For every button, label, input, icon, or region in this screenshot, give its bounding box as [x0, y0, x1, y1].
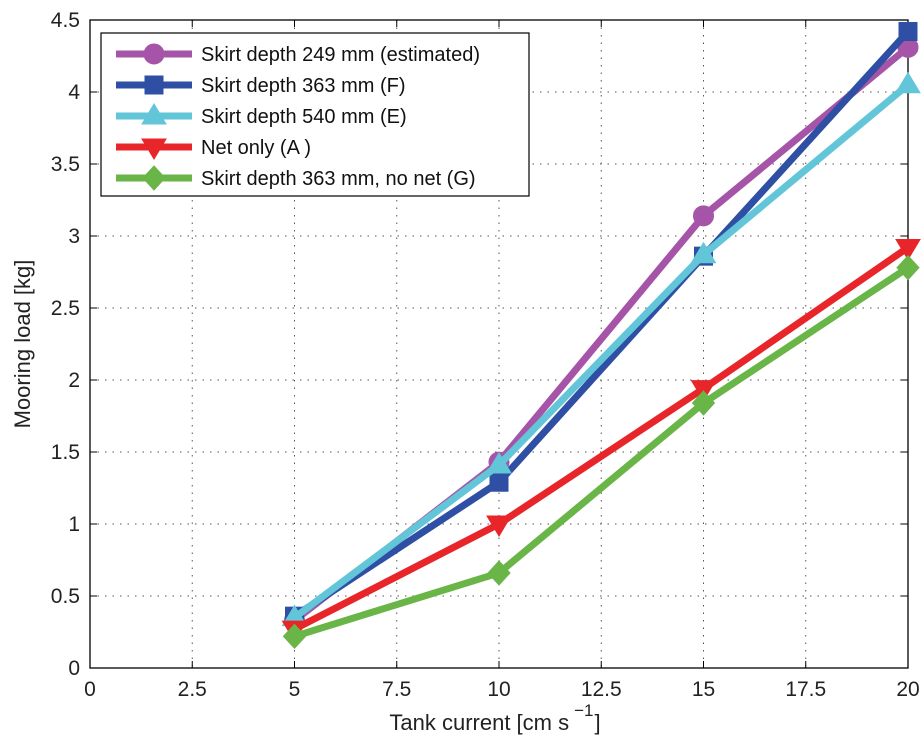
legend-label: Skirt depth 540 mm (E): [201, 106, 407, 128]
legend-entry: Skirt depth 249 mm (estimated): [116, 43, 480, 66]
x-axis-label-close: ]: [594, 710, 600, 735]
data-point: [895, 239, 921, 261]
legend-entry: Skirt depth 363 mm, no net (G): [116, 165, 476, 191]
y-tick-label: 0.5: [51, 585, 80, 608]
series-5: [282, 254, 920, 650]
series-line: [292, 29, 911, 620]
legend-marker: [143, 43, 165, 65]
x-axis-ticks: 0 2.5 5 7.5 10 12.5 15 17.5 20: [84, 20, 920, 701]
legend-entry: Net only (A ): [116, 137, 311, 160]
data-point: [487, 560, 511, 586]
x-tick-label: 2.5: [178, 678, 207, 701]
data-point: [486, 451, 512, 474]
legend-entry: Skirt depth 540 mm (E): [116, 103, 407, 128]
legend-marker: [141, 103, 167, 125]
x-tick-label: 10: [487, 678, 510, 701]
grid-lines: [90, 20, 908, 668]
y-axis-label: Mooring load [kg]: [10, 260, 35, 429]
y-axis-ticks: 0 0.5 1 1.5 2 2.5 3 3.5 4 4.5: [51, 9, 908, 680]
legend: Skirt depth 249 mm (estimated) Skirt dept…: [100, 32, 530, 197]
series-layer: [281, 22, 921, 650]
legend-label: Skirt depth 363 mm (F): [201, 75, 406, 97]
x-axis-label-exponent: −1: [574, 701, 593, 720]
y-tick-label: 3: [68, 225, 80, 248]
series-line: [292, 82, 911, 621]
legend-marker: [144, 75, 164, 95]
y-tick-label: 2: [68, 369, 80, 392]
data-point: [486, 515, 512, 537]
series-line: [293, 264, 910, 640]
x-tick-label: 15: [692, 678, 715, 701]
legend-label: Net only (A ): [201, 137, 311, 159]
y-tick-label: 3.5: [51, 153, 80, 176]
data-point: [895, 71, 921, 94]
legend-label: Skirt depth 249 mm (estimated): [201, 44, 480, 66]
x-tick-label: 5: [289, 678, 301, 701]
series-line: [292, 244, 910, 633]
y-tick-label: 2.5: [51, 297, 80, 320]
y-tick-label: 4.5: [51, 9, 80, 32]
x-axis-label-main: Tank current [cm s: [389, 710, 569, 735]
data-point: [282, 623, 307, 650]
x-axis-label: Tank current [cm s −1]: [389, 701, 600, 735]
data-point: [898, 22, 918, 42]
data-point: [896, 254, 920, 281]
y-tick-label: 1.5: [51, 441, 80, 464]
x-tick-label: 0: [84, 678, 96, 701]
legend-entry: Skirt depth 363 mm (F): [116, 75, 406, 97]
x-tick-label: 7.5: [382, 678, 411, 701]
data-point: [690, 241, 717, 264]
series-3: [281, 71, 921, 627]
y-tick-label: 0: [68, 657, 80, 680]
legend-marker: [142, 165, 166, 191]
x-tick-label: 20: [896, 678, 919, 701]
x-tick-label: 17.5: [785, 678, 826, 701]
data-point: [489, 472, 509, 492]
y-tick-label: 4: [68, 81, 80, 104]
data-point: [691, 390, 716, 416]
legend-label: Skirt depth 363 mm, no net (G): [201, 168, 476, 190]
legend-marker: [141, 138, 167, 160]
x-tick-label: 12.5: [581, 678, 622, 701]
y-tick-label: 1: [68, 513, 80, 536]
data-point: [693, 205, 714, 227]
